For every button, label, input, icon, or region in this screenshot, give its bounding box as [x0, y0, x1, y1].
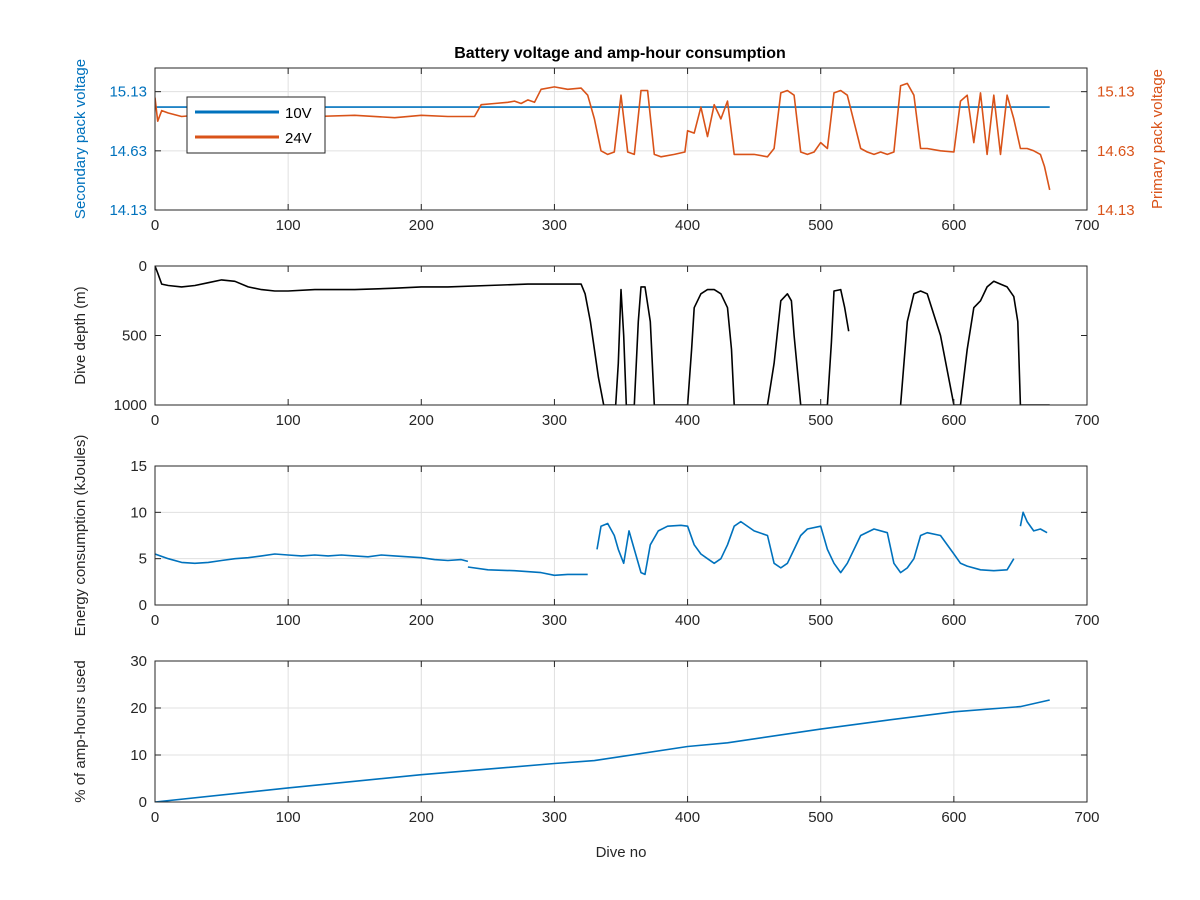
x-tick-label: 100	[276, 217, 301, 234]
y-tick-label: 14.63	[109, 143, 147, 160]
subplot-2: 0 100 200 300 400 500 600 700 0 500 1000 Dive depth…	[72, 258, 1100, 429]
legend-label-10v: 10V	[285, 105, 312, 122]
x-axis-label: Dive no	[596, 844, 647, 861]
legend-box	[186, 96, 326, 154]
x-tick-label: 400	[675, 217, 700, 234]
x-tick-label: 100	[276, 612, 301, 629]
subplot-1: 0 100 200 300 400 500 600 70014.1314.6315.1314.…	[72, 59, 1166, 234]
axes-box	[154, 465, 1088, 606]
x-tick-label: 0	[151, 612, 159, 629]
y-axis-label-right: Primary pack voltage	[1149, 69, 1166, 209]
series-line-segment-2	[467, 566, 588, 577]
series-line-1	[155, 266, 850, 405]
x-tick-label: 500	[808, 809, 833, 826]
x-tick-label: 0	[151, 412, 159, 429]
subplot-3: 0 100 200 300 400 500 600 700 0 5 10 15 Energy consu…	[72, 435, 1100, 637]
x-tick-label: 400	[675, 612, 700, 629]
x-tick-label: 200	[409, 612, 434, 629]
x-tick-label: 400	[675, 412, 700, 429]
series-line-part-2	[899, 280, 1050, 405]
y-tick-label-right: 14.13	[1097, 202, 1135, 219]
y-tick-label: 30	[130, 653, 147, 670]
legend-label-24v: 24V	[285, 130, 312, 147]
plot-area	[155, 266, 1087, 405]
x-tick-label: 600	[941, 412, 966, 429]
plot-area	[155, 661, 1087, 802]
x-tick-label: 300	[542, 412, 567, 429]
plot-area	[155, 466, 1087, 605]
y-tick-label: 15	[130, 458, 147, 475]
x-tick-label: 0	[151, 217, 159, 234]
x-tick-label: 500	[808, 612, 833, 629]
x-tick-label: 300	[542, 809, 567, 826]
y-tick-label-right: 15.13	[1097, 84, 1135, 101]
x-tick-label: 0	[151, 809, 159, 826]
axes-box	[154, 660, 1088, 803]
x-tick-label: 100	[276, 809, 301, 826]
series-line-segment-4	[1019, 511, 1048, 534]
x-tick-label: 300	[542, 217, 567, 234]
y-tick-label: 0	[139, 258, 147, 275]
x-tick-label: 600	[941, 809, 966, 826]
x-tick-label: 400	[675, 809, 700, 826]
series-line-1	[155, 699, 1050, 802]
series-line-segment-3	[596, 520, 1015, 576]
y-axis-label: Dive depth (m)	[72, 286, 89, 384]
x-tick-label: 700	[1074, 612, 1099, 629]
axes-box	[154, 67, 1088, 211]
y-axis-label: % of amp-hours used	[72, 660, 89, 803]
series-line-24v	[155, 82, 1051, 191]
y-tick-label: 10	[130, 747, 147, 764]
y-tick-label: 10	[130, 504, 147, 521]
x-tick-label: 100	[276, 412, 301, 429]
x-tick-label: 300	[542, 612, 567, 629]
chart-title: Battery voltage and amp-hour consumption	[454, 45, 786, 62]
y-tick-label: 1000	[114, 397, 147, 414]
x-tick-label: 600	[941, 217, 966, 234]
y-tick-label: 15.13	[109, 84, 147, 101]
subplot-4: 0 100 200 300 400 500 600 700 0 10 20 30 % of amp-ho…	[72, 653, 1100, 861]
x-tick-label: 700	[1074, 217, 1099, 234]
y-tick-label: 0	[139, 794, 147, 811]
y-tick-label: 5	[139, 551, 147, 568]
y-axis-label: Energy consumption (kJoules)	[72, 435, 89, 637]
x-tick-label: 200	[409, 809, 434, 826]
y-tick-label: 20	[130, 700, 147, 717]
y-tick-label: 0	[139, 597, 147, 614]
x-tick-label: 200	[409, 412, 434, 429]
x-tick-label: 700	[1074, 809, 1099, 826]
y-tick-label: 500	[122, 328, 147, 345]
y-tick-label: 14.13	[109, 202, 147, 219]
x-tick-label: 500	[808, 217, 833, 234]
x-tick-label: 600	[941, 612, 966, 629]
x-tick-label: 500	[808, 412, 833, 429]
y-tick-label-right: 14.63	[1097, 143, 1135, 160]
y-axis-label: Secondary pack voltage	[72, 59, 89, 219]
x-tick-label: 200	[409, 217, 434, 234]
subplot-container: 0 100 200 300 400 500 600 70014.1314.6315.1314.…	[72, 59, 1166, 861]
x-tick-label: 700	[1074, 412, 1099, 429]
series-line-segment-1	[155, 553, 469, 565]
